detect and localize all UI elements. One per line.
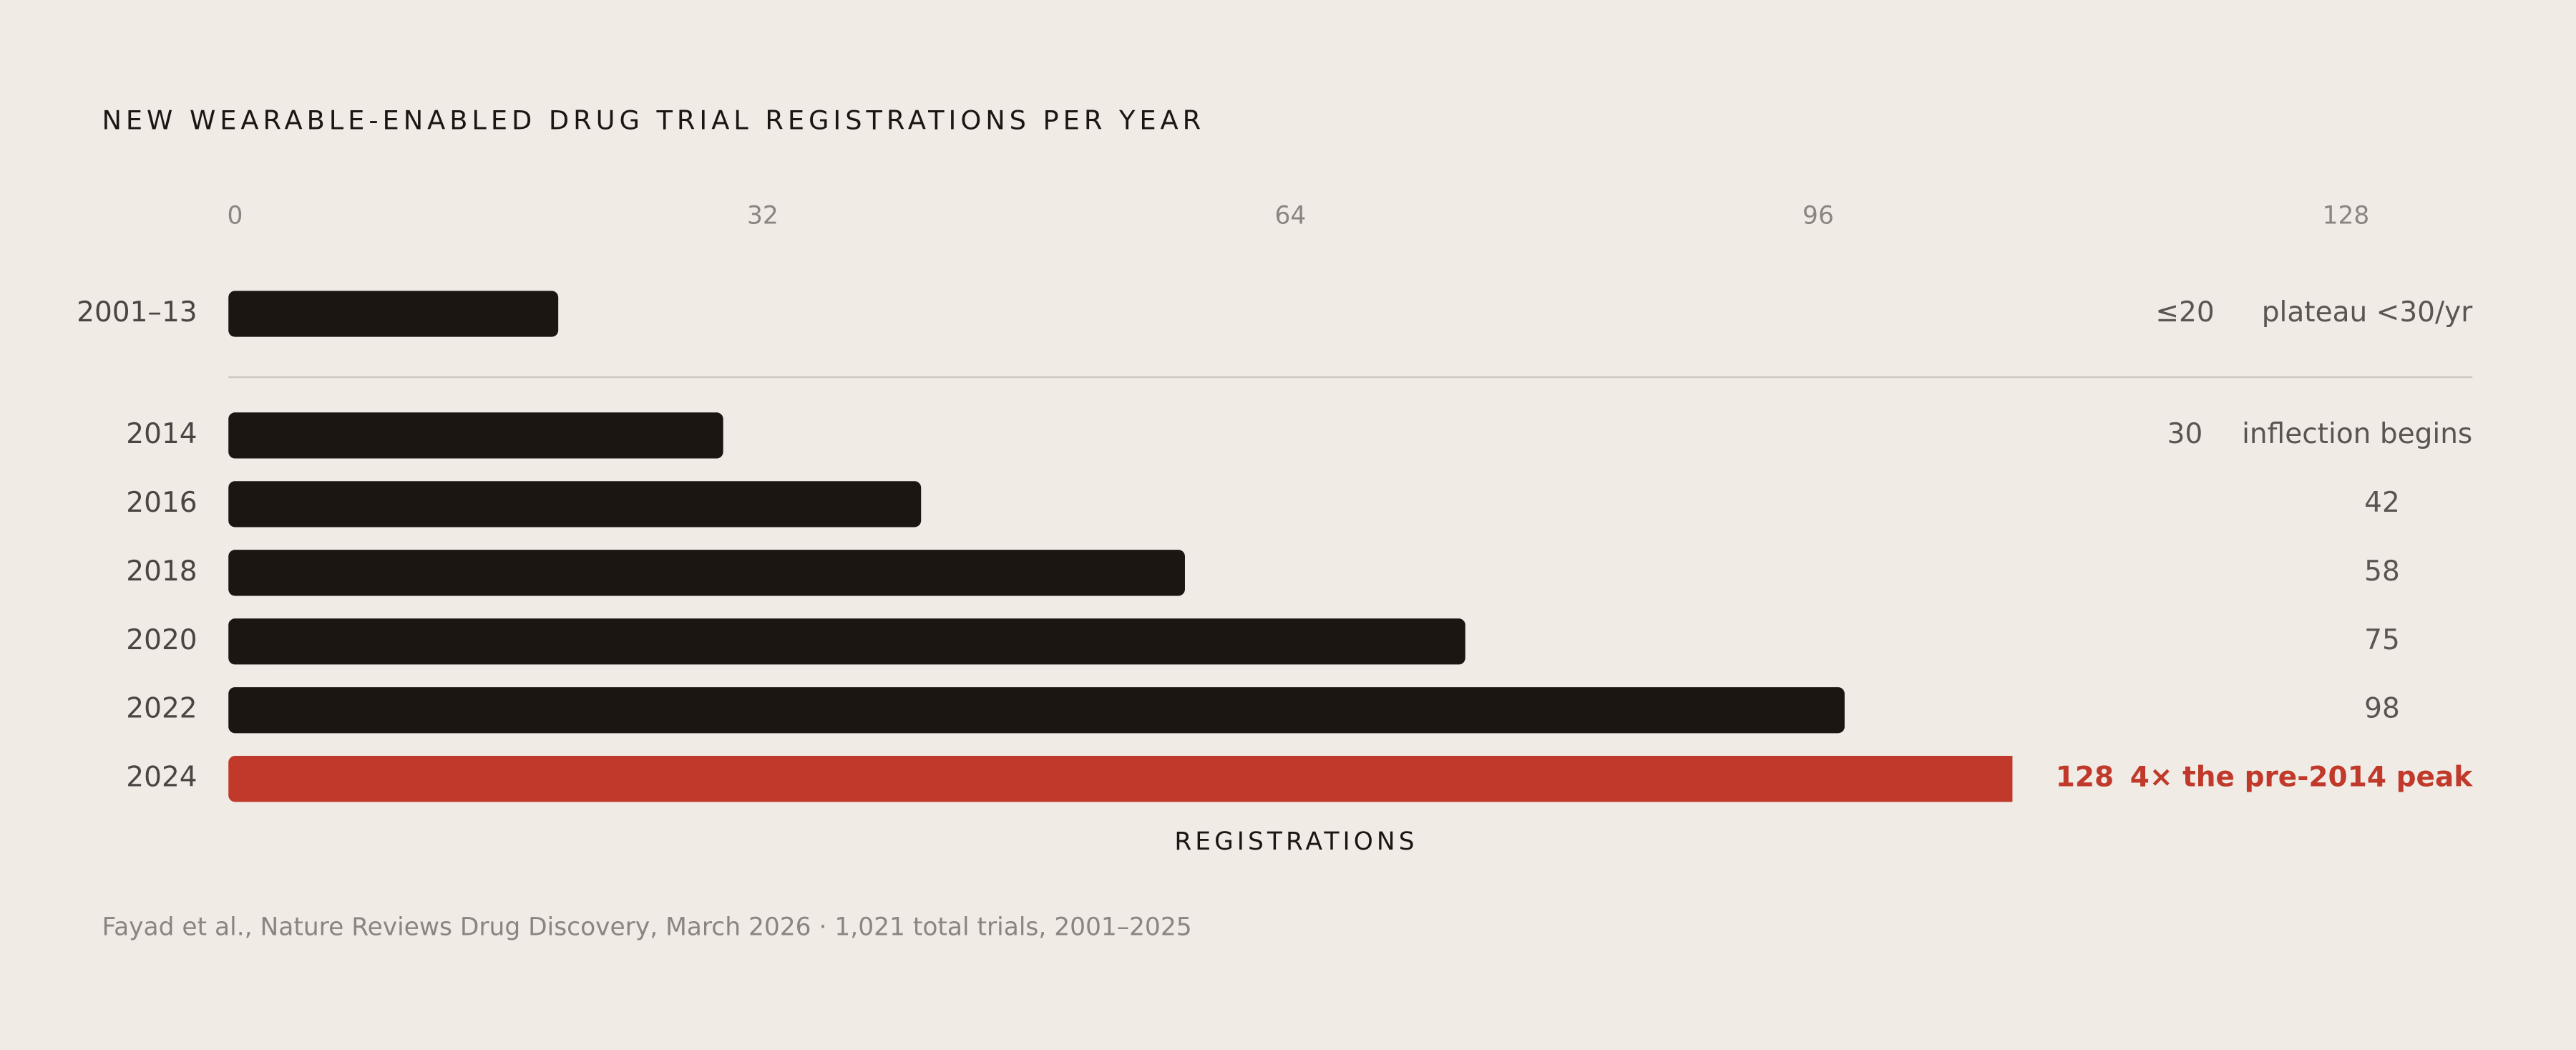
value-label: 75 [2364,624,2400,656]
y-tick-label: 2020 [126,624,197,656]
bar [228,618,1465,665]
bar [228,481,922,528]
y-tick-label: 2018 [126,555,197,588]
x-tick-label: 0 [227,202,243,230]
value-label: 58 [2364,555,2400,588]
y-tick-label: 2022 [126,693,197,725]
value-label: 98 [2364,693,2400,725]
value-label: ≤20 [2155,296,2214,329]
annotation: 4× the pre-2014 peak [2130,762,2474,794]
bar [228,756,2013,802]
source-note: Fayad et al., Nature Reviews Drug Discov… [102,913,1191,942]
bar [228,412,723,459]
annotation: plateau <30/yr [2262,296,2473,329]
bar [228,687,1845,734]
x-tick-label: 96 [1802,202,1834,230]
bar [228,550,1185,596]
x-axis-label: REGISTRATIONS [1174,827,1418,856]
x-tick-label: 32 [747,202,779,230]
bar [228,291,559,337]
x-tick-label: 128 [2323,202,2370,230]
bar-group [228,291,2013,802]
value-label: 128 [2056,762,2114,794]
y-tick-label: 2001–13 [77,296,197,329]
x-tick-label: 64 [1275,202,1307,230]
value-label: 42 [2364,487,2400,519]
value-label: 30 [2167,418,2203,450]
chart-title: NEW WEARABLE-ENABLED DRUG TRIAL REGISTRA… [102,104,1205,135]
annotation: inflection begins [2242,418,2472,450]
y-tick-label: 2024 [126,762,197,794]
y-tick-label: 2014 [126,418,197,450]
y-tick-label: 2016 [126,487,197,519]
